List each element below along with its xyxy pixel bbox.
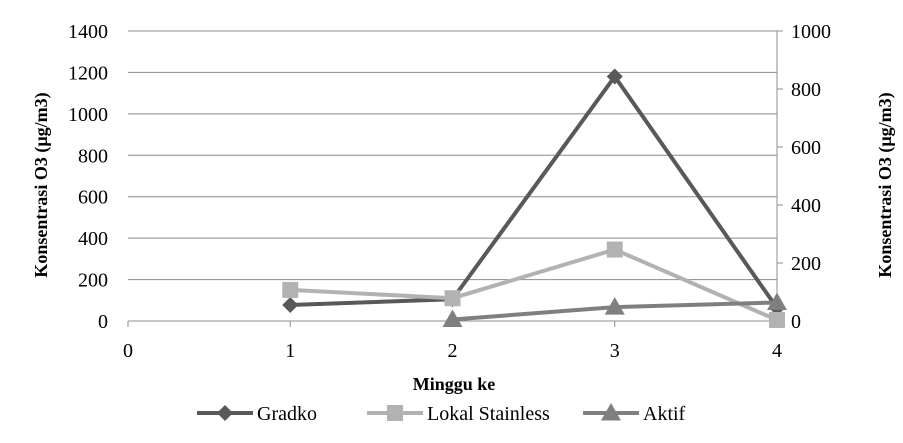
left-y-tick-label: 1000 <box>68 104 108 126</box>
data-point-aktif <box>604 297 625 315</box>
series-line-gradko <box>290 74 779 310</box>
legend-item-gradko: Gradko <box>197 403 317 425</box>
data-point-lokal-stainless <box>444 290 461 307</box>
left-y-axis: 0 200 400 600 800 1000 1200 1400 <box>68 21 108 333</box>
data-point-gradko <box>606 68 623 85</box>
data-point-lokal-stainless <box>606 241 623 258</box>
legend-marker-lokal-stainless <box>387 405 403 421</box>
left-y-tick-label: 800 <box>78 145 108 167</box>
series-gradko <box>282 68 785 316</box>
x-tick-label: 0 <box>123 340 133 362</box>
data-point-lokal-stainless <box>769 311 785 328</box>
series-lokal-stainless <box>282 241 785 328</box>
series-line-lokal-stainless <box>290 247 778 322</box>
left-y-tick-label: 200 <box>78 270 108 292</box>
right-y-axis: 0 200 400 600 800 1000 <box>777 21 831 333</box>
left-y-tick-label: 1400 <box>68 21 108 43</box>
legend-item-lokal-stainless: Lokal Stainless <box>367 403 550 425</box>
right-y-tick-label: 0 <box>791 311 801 333</box>
legend-item-aktif: Aktif <box>583 403 686 425</box>
left-y-tick-label: 1200 <box>68 62 108 84</box>
x-axis-title: Minggu ke <box>413 374 496 394</box>
legend-label-gradko: Gradko <box>257 403 317 425</box>
y-axis-title-left: Konsentrasi O3 (µg/m3) <box>31 92 52 277</box>
gridlines <box>128 30 777 281</box>
right-y-tick-label: 200 <box>791 253 821 275</box>
legend-marker-gradko <box>217 405 233 421</box>
data-point-gradko <box>282 297 299 314</box>
x-tick-label: 2 <box>448 340 458 362</box>
data-point-lokal-stainless <box>282 281 299 298</box>
left-y-tick-label: 600 <box>78 187 108 209</box>
legend-label-lokal-stainless: Lokal Stainless <box>427 403 550 425</box>
x-tick-label: 1 <box>285 340 295 362</box>
left-y-tick-label: 0 <box>98 311 108 333</box>
right-y-tick-label: 1000 <box>791 21 831 43</box>
legend-marker-aktif <box>601 403 621 421</box>
legend: Gradko Lokal Stainless Aktif <box>197 403 686 425</box>
legend-label-aktif: Aktif <box>643 403 686 425</box>
series-layer <box>282 68 787 328</box>
data-point-aktif <box>767 292 787 310</box>
series-aktif <box>442 292 787 328</box>
right-y-tick-label: 800 <box>791 79 821 101</box>
left-y-tick-label: 400 <box>78 228 108 250</box>
x-tick-label: 4 <box>772 340 782 362</box>
x-tick-label: 3 <box>610 340 620 362</box>
right-y-tick-label: 600 <box>791 137 821 159</box>
y-axis-title-right: Konsentrasi O3 (µg/m3) <box>875 92 896 277</box>
data-point-aktif <box>442 309 463 328</box>
x-axis: 0 1 2 3 4 <box>123 321 782 362</box>
right-y-tick-label: 400 <box>791 195 821 217</box>
